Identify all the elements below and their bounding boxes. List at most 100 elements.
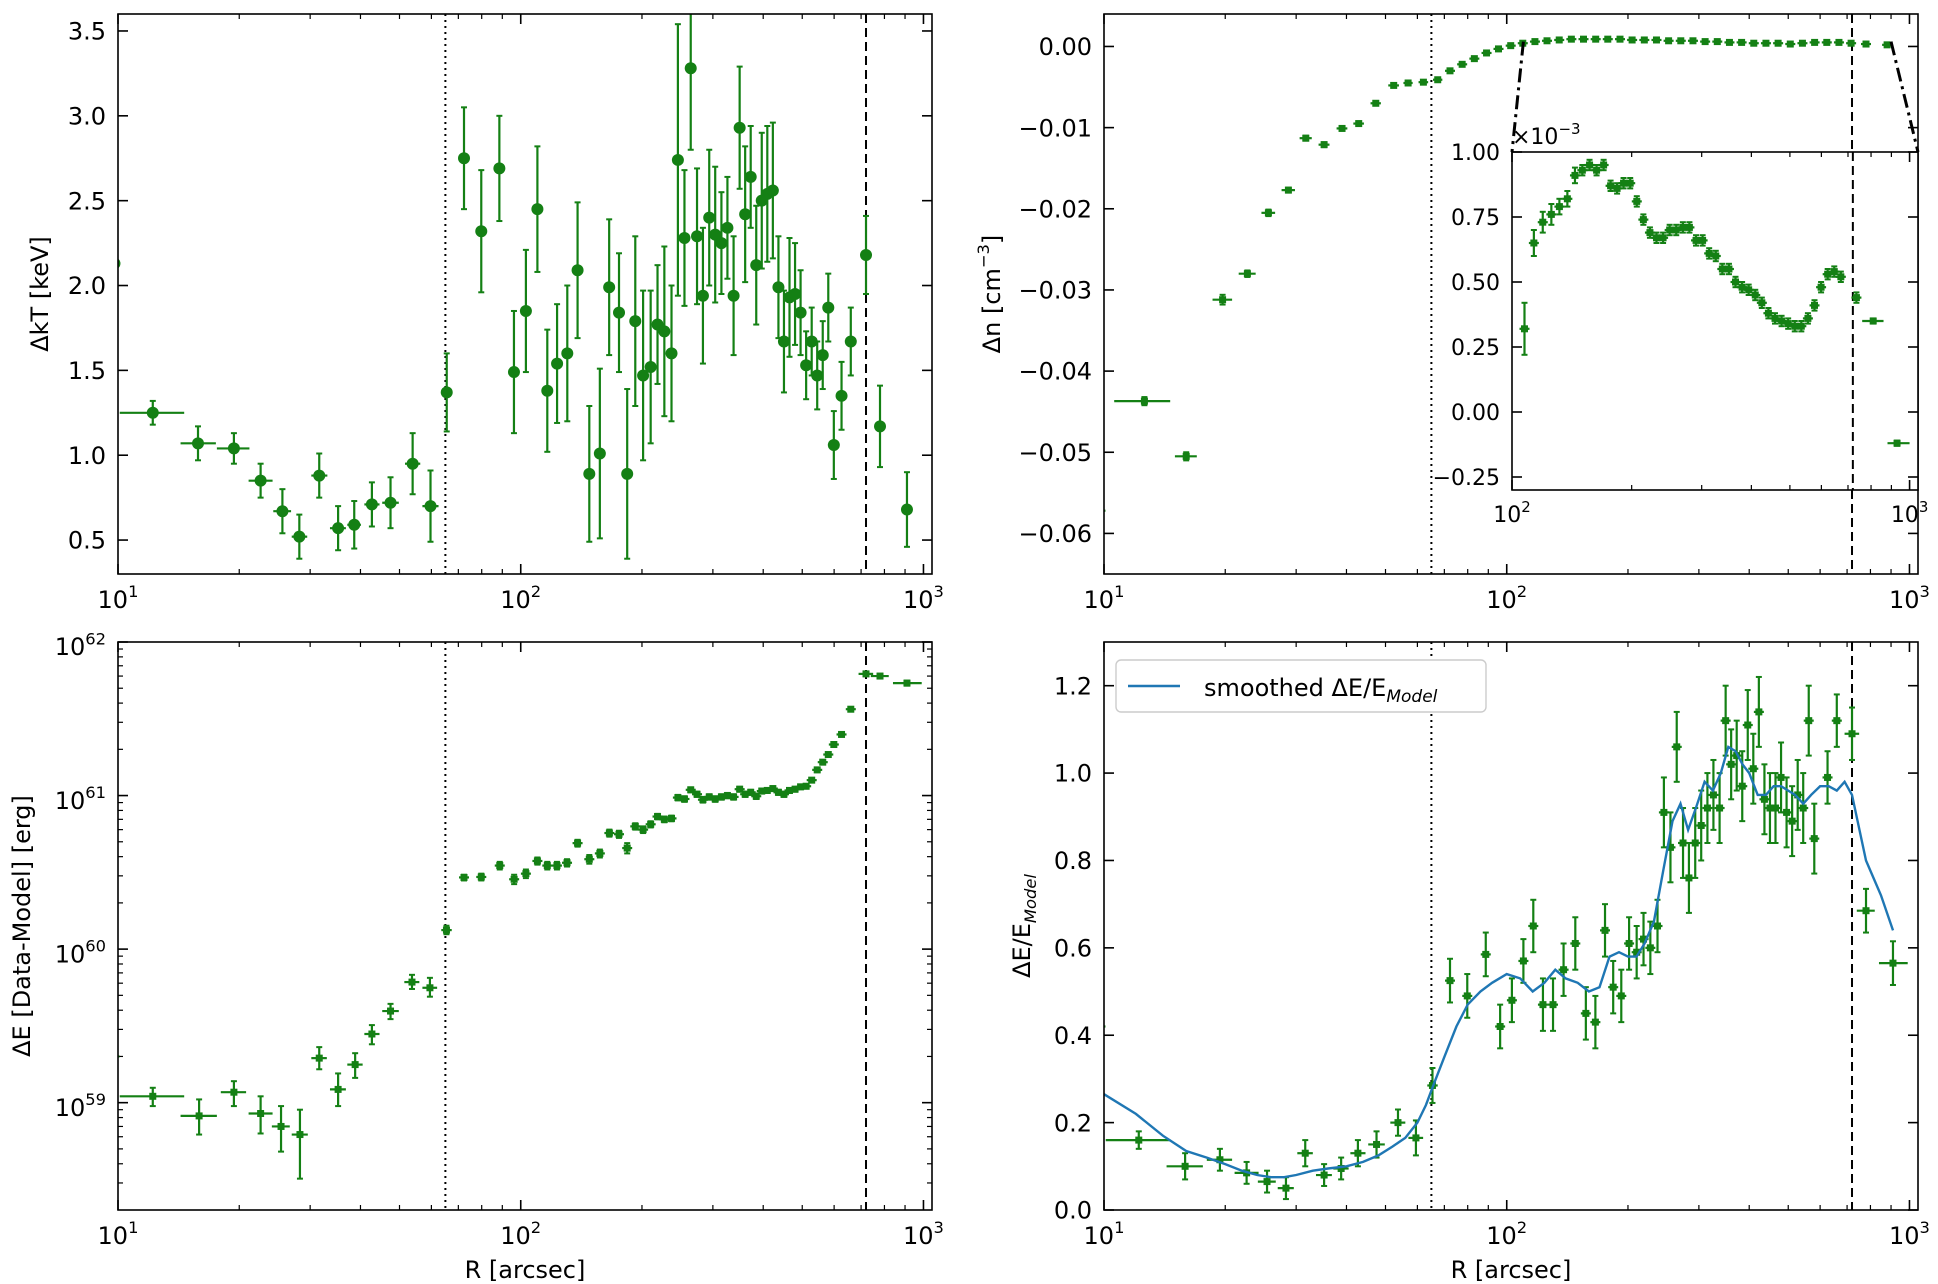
data-point [845,705,856,713]
data-marker [777,335,790,348]
data-point [1748,732,1759,805]
data-point [858,670,874,678]
data-point [1368,1130,1385,1159]
data-marker [384,496,397,509]
data-point [1671,710,1682,783]
data-point [778,790,789,798]
data-marker [705,793,713,801]
data-marker [1519,957,1527,965]
data-point [459,873,470,882]
data-point [1318,141,1330,149]
data-point [1663,37,1674,45]
data-marker [1483,49,1491,57]
x-tick-label: 103 [1889,582,1930,614]
data-point [733,65,746,190]
data-marker [1579,35,1587,43]
data-marker [1181,1162,1189,1170]
data-marker [758,787,766,795]
y-axis-label: Δn [cm−3] [974,235,1006,354]
data-marker [1604,35,1612,43]
data-marker [715,237,728,250]
data-marker [838,730,846,738]
data-point [1821,38,1832,46]
x-tick-label: 103 [903,1218,944,1250]
data-marker [1571,171,1579,179]
data-marker [1640,36,1648,44]
data-point [1445,957,1456,1004]
data-series [1104,675,1908,1201]
data-marker [276,505,289,518]
data-marker [531,203,544,216]
data-marker [1539,1001,1547,1009]
x-tick-label: 102 [1493,498,1531,528]
data-marker [699,796,707,804]
data-point [1697,234,1708,247]
data-marker [1434,76,1442,84]
data-marker [1745,286,1753,294]
data-marker [277,1122,285,1130]
data-point [835,360,848,431]
data-point [1166,1152,1203,1181]
data-point [744,125,757,229]
data-marker [1652,36,1660,44]
data-marker [1833,717,1841,725]
x-tick-label: 103 [1891,498,1929,528]
data-marker [660,815,668,823]
y-tick-label: −0.05 [1018,439,1092,467]
y-tick-label: 0.4 [1054,1022,1092,1050]
data-marker [703,211,716,224]
data-point [1798,772,1809,844]
data-point [816,320,829,391]
data-point [1712,38,1723,46]
data-point [1566,35,1577,43]
data-point [1615,35,1626,43]
data-marker [1626,179,1634,187]
data-marker [805,335,818,348]
data-marker [835,389,848,402]
data-point [1803,684,1814,757]
data-point [329,505,346,552]
data-marker [1705,249,1713,257]
data-marker [603,281,616,294]
data-marker [874,420,887,433]
data-point [220,1080,247,1108]
data-point [1105,1130,1171,1150]
data-marker [774,788,782,796]
data-point [1518,938,1529,984]
data-marker [800,359,813,372]
data-point [665,284,678,423]
data-marker [1847,39,1855,47]
data-point [1638,911,1649,967]
data-marker [1182,452,1190,460]
data-marker [613,306,626,319]
data-marker [408,978,416,986]
data-marker [332,522,345,535]
data-point [1418,78,1429,86]
data-marker [1804,314,1812,322]
data-point [541,328,554,453]
data-marker [1869,317,1877,325]
data-marker [1673,743,1681,751]
data-point [1390,1108,1406,1137]
data-point [715,191,728,295]
y-tick-label: 0.5 [68,527,106,555]
data-point [1569,166,1580,185]
data-marker [1508,996,1516,1004]
data-marker [1755,708,1763,716]
data-point [493,114,506,223]
data-marker [1097,507,1104,514]
data-marker [824,751,832,759]
data-marker [631,822,639,830]
data-marker [1727,760,1735,768]
data-marker [230,1088,238,1096]
data-marker [1216,1156,1224,1164]
data-point [1554,36,1565,44]
data-point [836,730,847,738]
legend-label: smoothed ΔE/EModel [1204,674,1438,707]
data-marker [1679,223,1687,231]
data-marker [1774,39,1782,47]
y-tick-label: 0.50 [1451,271,1500,296]
data-point [1577,164,1588,177]
data-marker [1725,265,1733,273]
data-point [551,860,562,871]
